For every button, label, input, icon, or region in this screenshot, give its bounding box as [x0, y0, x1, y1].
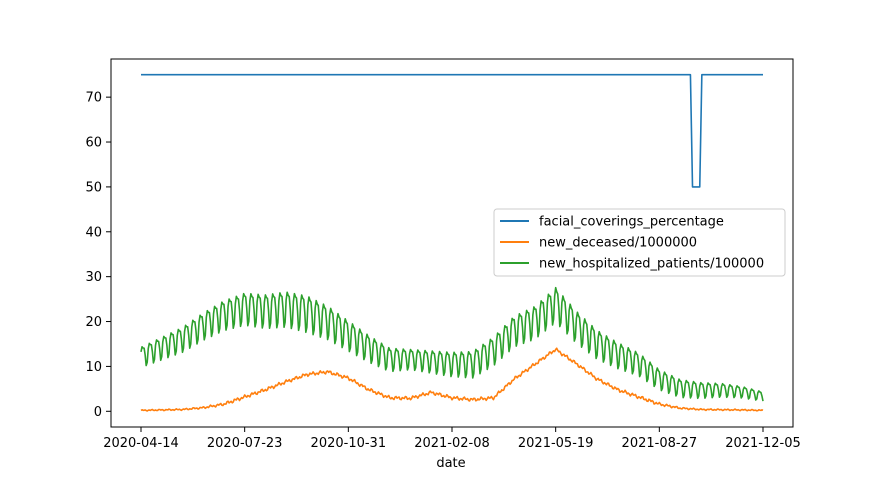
y-tick-label: 50 [85, 180, 102, 195]
legend-box [493, 208, 786, 277]
x-tick-label: 2021-08-27 [622, 436, 698, 451]
series-line-1 [140, 347, 764, 412]
x-tick-label: 2020-04-14 [103, 436, 179, 451]
series-layer [140, 73, 764, 412]
y-tick-label: 10 [85, 360, 102, 375]
legend-label-2: new_hospitalized_patients/100000 [539, 257, 764, 272]
y-axis: 0 10 20 30 40 50 60 70 [85, 91, 111, 420]
legend-label-1: new_deceased/1000000 [539, 236, 697, 251]
x-tick-label: 2020-07-23 [207, 436, 283, 451]
x-tick-label: 2020-10-31 [311, 436, 387, 451]
legend: facial_coverings_percentage new_deceased/… [493, 208, 786, 277]
x-axis-title: date [436, 456, 465, 471]
y-tick-label: 60 [85, 136, 102, 151]
series-line-2 [140, 286, 764, 402]
y-tick-label: 0 [94, 405, 102, 420]
y-tick-label: 70 [85, 91, 102, 106]
series-line-0 [141, 73, 763, 188]
x-axis: 2020-04-14 2020-07-23 2020-10-31 2021-02-08… [103, 427, 801, 451]
x-tick-label: 2021-02-08 [414, 436, 490, 451]
x-tick-label: 2021-05-19 [518, 436, 594, 451]
y-tick-label: 30 [85, 270, 102, 285]
y-tick-label: 20 [85, 315, 102, 330]
x-tick-label: 2021-12-05 [725, 436, 801, 451]
legend-label-0: facial_coverings_percentage [539, 215, 724, 230]
y-tick-label: 40 [85, 225, 102, 240]
